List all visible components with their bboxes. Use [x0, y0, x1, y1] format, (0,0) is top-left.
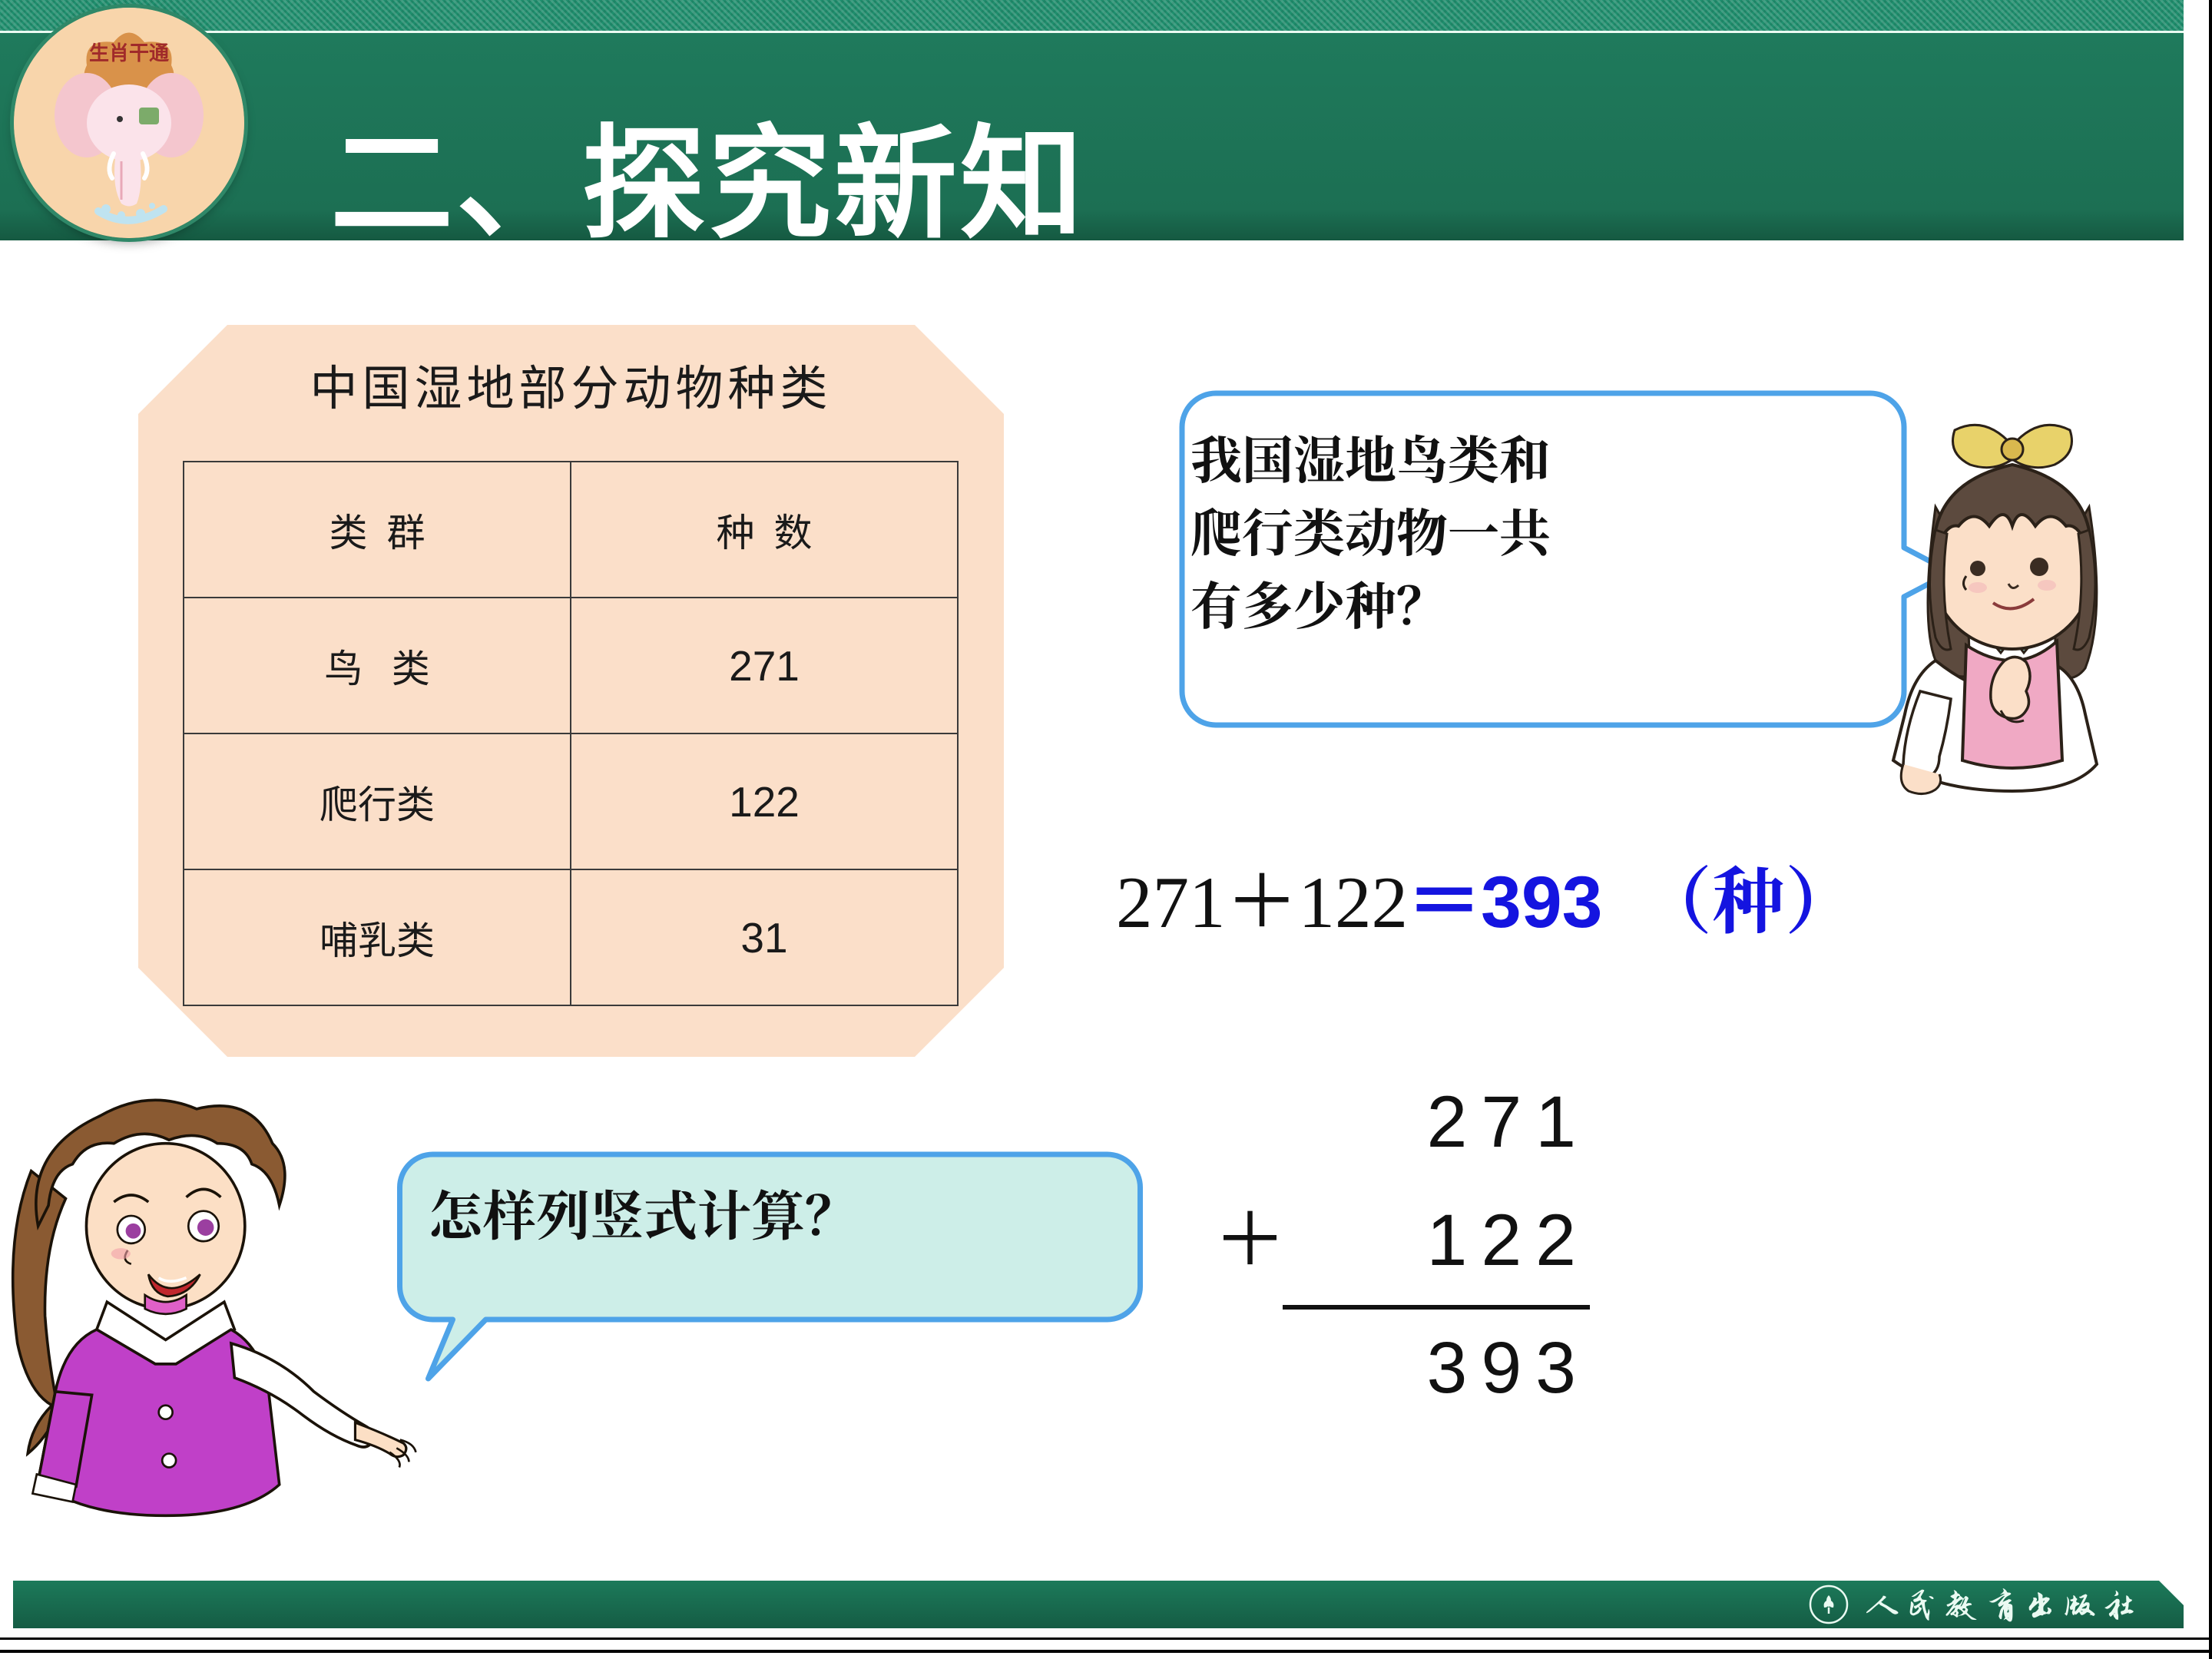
- svg-text:生肖干通: 生肖干通: [89, 41, 169, 65]
